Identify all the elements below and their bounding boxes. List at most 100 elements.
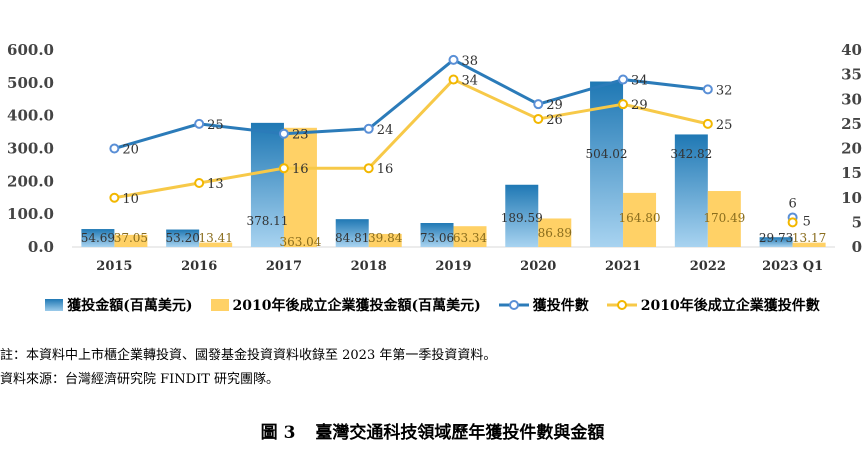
- legend-item-line-new: 2010年後成立企業獲投件數: [606, 295, 820, 315]
- bar-total-amount: [250, 122, 284, 247]
- line-new-company-count-label: 26: [546, 113, 563, 128]
- right-axis-tick-label: 10: [841, 189, 862, 207]
- line-total-count-point: [533, 99, 544, 110]
- bar-total-amount-label: 53.20: [165, 231, 199, 245]
- legend-swatch-yellow-line: [606, 300, 637, 310]
- bar-total-amount: [759, 237, 793, 247]
- right-axis-tick-label: 5: [852, 213, 862, 231]
- bar-total-amount-label: 73.06: [420, 231, 454, 245]
- line-new-company-count-label: 5: [803, 214, 811, 229]
- x-axis-tick-label: 2018: [351, 259, 387, 274]
- line-new-company-count-point: [109, 192, 120, 203]
- bar-new-company-amount: [623, 192, 657, 247]
- legend-label: 2010年後成立企業獲投金額(百萬美元): [232, 298, 481, 314]
- bar-total-amount-label: 504.02: [586, 147, 628, 161]
- left-axis-tick-label: 100.0: [7, 205, 54, 223]
- line-new-company-count-label: 16: [292, 162, 309, 177]
- x-axis-tick-label: 2016: [181, 259, 217, 274]
- right-axis-tick-label: 15: [841, 164, 862, 182]
- line-total-count-label: 6: [788, 196, 796, 211]
- line-new-company-count-label: 25: [716, 118, 733, 133]
- line-new-company-count-point: [194, 177, 205, 188]
- line-total-count-label: 24: [377, 123, 394, 138]
- line-total-count-point: [363, 123, 374, 134]
- figure-title: 臺灣交通科技領域歷年獲投件數與金額: [315, 423, 605, 443]
- legend-label: 獲投件數: [532, 298, 589, 314]
- x-axis-tick-label: 2023 Q1: [762, 259, 823, 274]
- right-axis-tick-label: 35: [841, 66, 862, 84]
- line-new-company-count-label: 13: [207, 177, 224, 192]
- bar-new-company-amount-label: 164.80: [619, 211, 661, 225]
- bar-new-company-amount: [114, 234, 148, 247]
- bar-total-amount: [335, 219, 369, 247]
- legend-swatch-blue-line: [498, 300, 529, 310]
- bar-new-company-amount-label: 13.41: [198, 231, 232, 245]
- combo-chart: 600.0 500.0 400.0 300.0 200.0 100.0 0.0 40 35 30 2…: [7, 41, 862, 274]
- line-new-company-count-point: [787, 217, 798, 228]
- left-axis-tick-label: 400.0: [7, 107, 54, 125]
- line-total-count-label: 20: [122, 143, 139, 158]
- left-axis-tick-label: 0.0: [28, 238, 54, 256]
- line-new-company-count-point: [448, 74, 459, 85]
- left-axis-tick-label: 300.0: [7, 140, 54, 158]
- line-total-count-label: 32: [716, 83, 733, 98]
- bar-new-company-amount: [453, 226, 487, 247]
- line-total-count-point: [618, 74, 629, 85]
- line-total-count-label: 29: [546, 98, 563, 113]
- x-axis-tick-label: 2021: [605, 259, 641, 274]
- bar-total-amount-label: 189.59: [501, 211, 543, 225]
- bar-total-amount-label: 378.11: [246, 214, 288, 228]
- bar-total-amount: [674, 134, 708, 247]
- left-axis-tick-label: 500.0: [7, 74, 54, 92]
- line-new-company-count: [114, 78, 709, 200]
- line-total-count-label: 34: [631, 74, 648, 89]
- left-axis-tick-label: 600.0: [7, 41, 54, 59]
- bar-new-company-amount-label: 363.04: [279, 235, 321, 249]
- right-axis-tick-label: 40: [841, 41, 862, 59]
- bar-new-company-amount-label: 86.89: [538, 226, 572, 240]
- bar-new-company-amount-label: 39.84: [368, 231, 403, 245]
- x-axis-tick-label: 2022: [690, 259, 726, 274]
- legend-label: 2010年後成立企業獲投件數: [640, 298, 820, 314]
- right-axis-tick-label: 30: [841, 90, 862, 108]
- legend-item-bar-new: 2010年後成立企業獲投金額(百萬美元): [210, 295, 481, 315]
- legend-swatch-yellow-bar: [210, 299, 229, 311]
- legend-label: 獲投金額(百萬美元): [67, 298, 193, 314]
- line-new-company-count-point: [278, 163, 289, 174]
- legend-swatch-blue-bar: [45, 299, 64, 311]
- x-axis-tick-label: 2019: [435, 259, 471, 274]
- bar-new-company-amount-label: 63.34: [453, 231, 488, 245]
- figure-number: 圖 3: [260, 423, 296, 443]
- bar-total-amount: [505, 184, 539, 247]
- source-note: 資料來源：台灣經濟研究院 FINDIT 研究團隊。: [0, 372, 280, 387]
- bar-total-amount-label: 342.82: [670, 147, 712, 161]
- bar-total-amount-label: 54.69: [81, 231, 115, 245]
- line-new-company-count-point: [702, 118, 713, 129]
- line-new-company-count-point: [533, 113, 544, 124]
- figure-caption: 圖 3 臺灣交通科技領域歷年獲投件數與金額: [0, 418, 865, 443]
- x-axis-tick-label: 2020: [520, 259, 556, 274]
- bar-new-company-amount-label: 170.49: [703, 211, 745, 225]
- bar-new-company-amount-label: 13.17: [792, 231, 826, 245]
- bar-new-company-amount: [283, 127, 317, 247]
- x-axis-tick-label: 2015: [96, 259, 132, 274]
- line-new-company-count-label: 10: [122, 192, 139, 207]
- bar-total-amount-label: 29.73: [759, 231, 793, 245]
- bar-total-amount: [81, 229, 115, 247]
- legend-item-line-total: 獲投件數: [498, 295, 589, 315]
- bar-total-amount-label: 84.81: [335, 231, 369, 245]
- footnote: 註：本資料中上市櫃企業轉投資、國發基金投資資料收錄至 2023 年第一季投資資料…: [0, 348, 497, 363]
- legend-item-bar-total: 獲投金額(百萬美元): [45, 295, 193, 315]
- right-axis-tick-label: 25: [841, 115, 862, 133]
- bar-new-company-amount: [368, 233, 402, 247]
- bar-new-company-amount: [707, 191, 741, 247]
- bar-new-company-amount: [199, 242, 233, 247]
- line-new-company-count-label: 34: [462, 74, 479, 89]
- line-total-count-point: [702, 84, 713, 95]
- bar-total-amount: [166, 229, 200, 247]
- line-total-count-label: 23: [292, 128, 309, 143]
- line-total-count-label: 25: [207, 118, 224, 133]
- right-axis-tick-label: 20: [841, 140, 862, 158]
- bar-total-amount: [420, 223, 454, 247]
- line-total-count-point: [448, 54, 459, 65]
